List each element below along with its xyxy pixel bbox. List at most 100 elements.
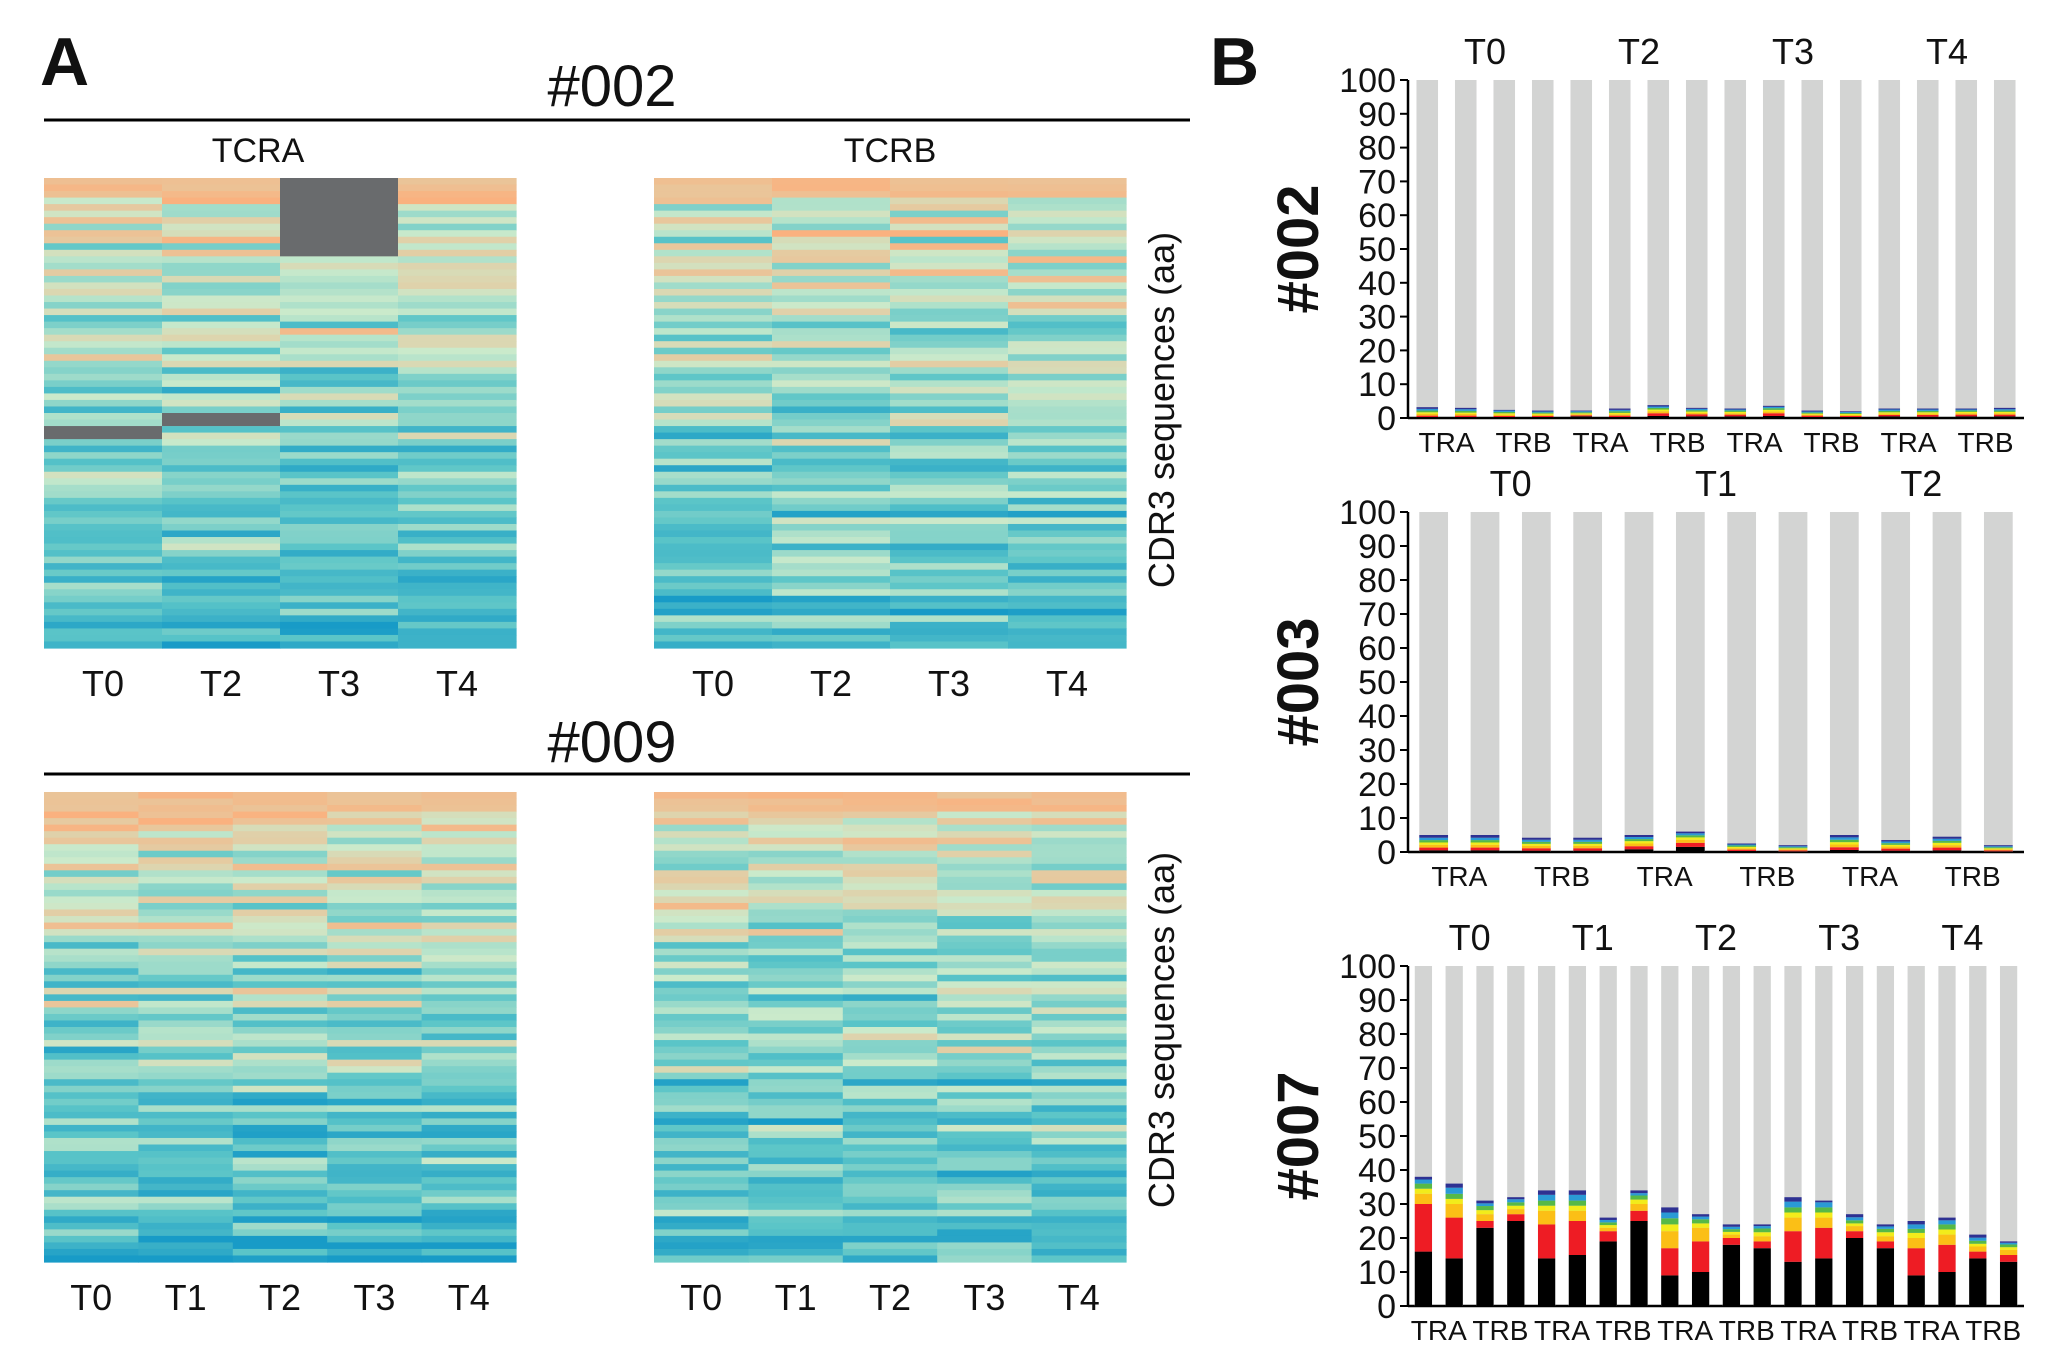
bar-segment [1537,1194,1556,1201]
bar-segment [1647,407,1670,410]
bar-remainder [1955,80,1978,418]
heatmap-cell [327,896,423,904]
heatmap-cell [162,641,281,649]
heatmap-cell [327,818,423,826]
heatmap-cell [232,948,328,956]
heatmap-cell [327,850,423,858]
heatmap-cell [138,1072,234,1080]
heatmap-column-label: T3 [928,663,970,704]
bar-segment [1608,414,1631,416]
patient-title-002: #002 [547,54,676,119]
bar-segment [1969,1258,1987,1306]
bar-segment [1969,1246,1987,1252]
heatmap-cell [654,811,749,819]
bar-segment [1993,416,2016,418]
heatmap-cell [654,1111,749,1119]
heatmap-cell [421,1013,517,1022]
bar-segment [1531,410,1554,412]
heatmap-cell [1031,798,1127,806]
bar-segment [1727,843,1757,845]
heatmap-cell [138,798,234,806]
y-tick-label: 90 [1358,982,1396,1020]
heatmap-cell [842,987,938,995]
heatmap-cell [654,634,773,643]
heatmap-cell [748,1013,844,1022]
heatmap-cell [44,634,163,643]
heatmap-cell [398,641,517,649]
bar-segment [1624,841,1654,844]
heatmap-cell [232,942,328,950]
heatmap-cell [280,471,399,479]
heatmap-cell [937,889,1033,898]
heatmap-cell [654,556,773,564]
heatmap-cell [1008,621,1127,630]
heatmap-cell [748,1170,844,1178]
heatmap-cell [772,386,891,395]
heatmap-cell [398,615,517,623]
heatmap-cell [421,792,517,800]
heatmap-cell [654,360,773,368]
heatmap-cell [327,929,423,937]
heatmap-cell [398,262,517,270]
heatmap-cell [398,191,517,199]
heatmap-cell [890,432,1009,440]
heatmap-cell [654,889,749,898]
heatmap-cell [44,269,163,277]
heatmap-cell [421,1229,517,1237]
heatmap-cell [44,1059,139,1067]
bar-segment [1445,1198,1463,1204]
heatmap-cell [44,478,163,486]
heatmap-cell [232,1072,328,1080]
heatmap-cell [654,471,773,479]
heatmap-cell [748,955,844,963]
heatmap-cell [44,961,139,969]
heatmap-cell [327,1013,423,1022]
heatmap-cell [44,987,139,995]
heatmap-cell [654,563,773,571]
bar-segment [1630,1221,1648,1306]
bar-segment [1414,1251,1433,1306]
heatmap-cell [654,386,773,395]
heatmap-cell [772,204,891,212]
heatmap-cell [842,1079,938,1087]
heatmap-cell [937,902,1033,911]
heatmap-cell [1008,282,1127,290]
bar-segment [1724,413,1747,415]
heatmap-cell [280,608,399,616]
heatmap-cell [138,1053,234,1061]
heatmap-cell [327,1007,423,1015]
heatmap-cell [138,1013,234,1022]
heatmap-cell [162,380,281,388]
bar-segment [1829,847,1859,850]
bar-segment [1955,408,1978,410]
heatmap-cell [654,857,749,865]
bar-segment [1573,839,1603,842]
heatmap-cell [421,863,517,871]
heatmap-cell [654,798,749,806]
heatmap-cell [654,347,773,355]
heatmap-cell [842,948,938,956]
heatmap-cell [654,1072,749,1080]
heatmap-cell [327,824,423,832]
heatmap-cell [44,510,163,519]
heatmap-cell [890,230,1009,238]
heatmap-cell [1008,354,1127,362]
heatmap-cell [772,354,891,362]
bar-category-label: TRB [1534,861,1590,892]
heatmap-cell [138,1124,234,1133]
bar-segment [1845,1214,1864,1218]
heatmap-cell [421,1111,517,1119]
heatmap-cell [1008,302,1127,310]
bar-segment [1685,411,1708,413]
heatmap-cell [842,1124,938,1133]
heatmap-cell [1031,1124,1127,1133]
heatmap-cell [890,589,1009,597]
heatmap-cell [842,1105,938,1113]
bar-segment [1624,843,1654,847]
heatmap-cell [398,445,517,453]
heatmap-cell [138,824,234,832]
bar-segment [1878,412,1901,414]
bar-segment [1624,837,1654,840]
heatmap-cell [772,491,891,499]
heatmap-cell [1008,204,1127,212]
